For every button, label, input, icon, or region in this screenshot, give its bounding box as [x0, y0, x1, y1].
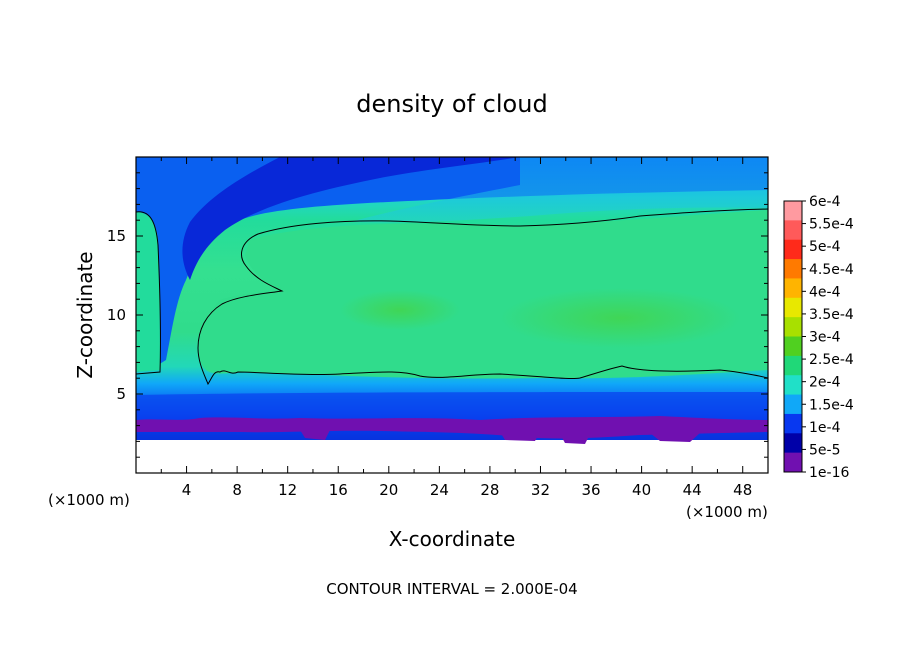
y-tick-label: 15: [107, 227, 126, 245]
x-tick-label: 40: [632, 481, 651, 499]
x-axis-title: X-coordinate: [389, 527, 516, 551]
colorbar-label: 5e-5: [809, 442, 840, 458]
colorbar-swatch: [784, 297, 802, 318]
x-tick-label: 24: [430, 481, 449, 499]
x-tick-label: 36: [581, 481, 600, 499]
dense-core-2: [340, 290, 460, 330]
dense-core: [500, 288, 740, 348]
colorbar-label: 2e-4: [809, 375, 841, 391]
colorbar-swatch: [784, 355, 802, 376]
colorbar-label: 1e-16: [809, 465, 849, 481]
y-axis: 5 10 15: [107, 172, 768, 458]
x-tick-label: 4: [182, 481, 192, 499]
colorbar: 6e-4 5.5e-4 5e-4 4.5e-4 4e-4 3.5e-4 3e-4 2.5e-4…: [783, 194, 854, 481]
x-tick-label: 12: [278, 481, 297, 499]
colorbar-swatch: [784, 433, 802, 454]
colorbar-swatch: [784, 317, 802, 337]
contour-line-main: [197, 208, 768, 386]
colorbar-swatch: [784, 375, 802, 396]
y-axis-title: Z-coordinate: [73, 251, 97, 378]
y-tick-label: 10: [107, 306, 126, 324]
cloud-base: [136, 416, 768, 439]
colorbar-label: 1.5e-4: [809, 397, 854, 413]
colorbar-label: 1e-4: [809, 420, 841, 436]
colorbar-swatch: [784, 278, 802, 299]
colorbar-swatch: [784, 394, 802, 415]
colorbar-label: 3.5e-4: [809, 307, 854, 323]
x-tick-label: 48: [733, 481, 752, 499]
x-tick-label: 32: [531, 481, 550, 499]
colorbar-label: 6e-4: [809, 194, 841, 210]
colorbar-swatch: [784, 201, 802, 221]
colorbar-swatch: [784, 220, 802, 241]
x-tick-label: 44: [683, 481, 702, 499]
colorbar-label: 4.5e-4: [809, 262, 854, 278]
colorbar-swatch: [784, 239, 802, 260]
x-axis: 4 8 12 16 20 24 28 32 36 40 44 48: [160, 157, 752, 499]
x-tick-label: 16: [329, 481, 348, 499]
contour-interval-note: CONTOUR INTERVAL = 2.000E-04: [326, 580, 577, 598]
top-band: [350, 157, 768, 223]
x-unit-label: (×1000 m): [686, 503, 768, 521]
colorbar-swatch: [784, 413, 802, 434]
left-cloud: [136, 212, 160, 372]
x-tick-label: 20: [379, 481, 398, 499]
y-unit-label: (×1000 m): [48, 491, 130, 509]
x-tick-label: 8: [232, 481, 242, 499]
x-tick-label: 28: [480, 481, 499, 499]
contour-line: [136, 211, 161, 375]
colorbar-swatch: [784, 259, 802, 279]
plot-area: [136, 157, 768, 473]
colorbar-label: 3e-4: [809, 330, 841, 346]
colorbar-label: 4e-4: [809, 284, 841, 300]
colorbar-label: 2.5e-4: [809, 352, 854, 368]
y-tick-label: 5: [116, 385, 126, 403]
colorbar-label: 5.5e-4: [809, 217, 854, 233]
upper-dark-core: [182, 157, 520, 280]
chart-title: density of cloud: [356, 90, 547, 118]
colorbar-swatch: [784, 336, 802, 357]
colorbar-swatch: [784, 452, 802, 473]
colorbar-label: 5e-4: [809, 239, 841, 255]
